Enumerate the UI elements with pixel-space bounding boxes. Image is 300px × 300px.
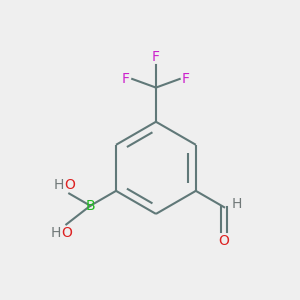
Text: H: H (232, 197, 242, 211)
Text: O: O (64, 178, 75, 192)
Text: H: H (51, 226, 61, 240)
Text: O: O (219, 234, 230, 248)
Text: F: F (152, 50, 160, 64)
Text: F: F (122, 72, 130, 86)
Text: H: H (54, 178, 64, 192)
Text: F: F (182, 72, 190, 86)
Text: O: O (61, 226, 72, 240)
Text: B: B (85, 199, 95, 213)
